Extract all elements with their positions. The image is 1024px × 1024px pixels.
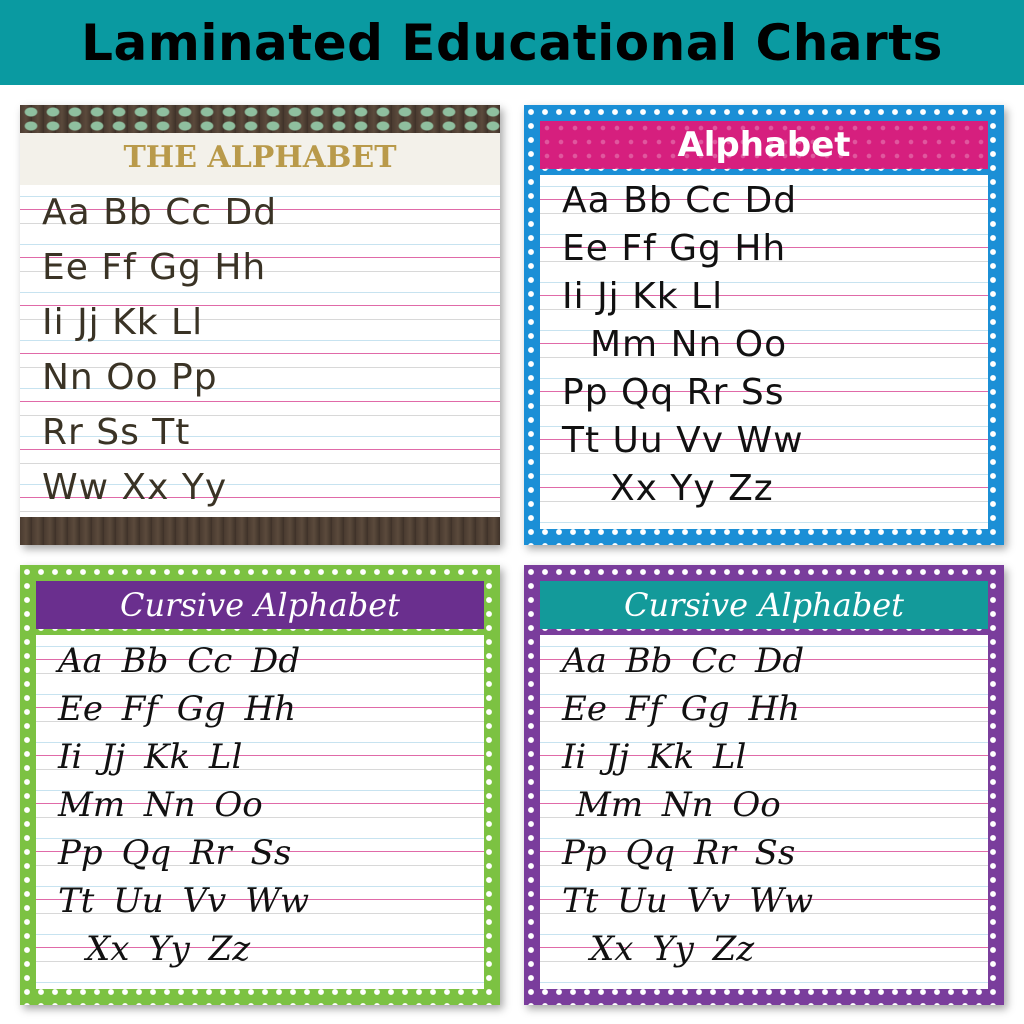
letter-row: Tt Uu Vv Ww: [562, 881, 814, 921]
poster-header: Alphabet: [540, 121, 988, 169]
poster-title: THE ALPHABET: [123, 140, 397, 175]
letter-row: Mm Nn Oo: [590, 324, 788, 365]
poster-header: Cursive Alphabet: [36, 581, 484, 629]
letter-row: Mm Nn Oo: [58, 785, 263, 825]
poster-title: Cursive Alphabet: [119, 586, 401, 624]
letter-row: Pp Qq Rr Ss: [58, 833, 292, 873]
letter-row: Tt Uu Vv Ww: [58, 881, 310, 921]
poster-alphabet-blue: Alphabet Aa Bb Cc Dd Ee Ff Gg Hh Ii Jj K…: [524, 105, 1004, 545]
title-banner: Laminated Educational Charts: [0, 0, 1024, 85]
eucalyptus-leaves-top: [20, 105, 500, 133]
poster-cursive-green: Cursive Alphabet Aa Bb Cc Dd Ee Ff Gg Hh…: [20, 565, 500, 1005]
letter-row: Pp Qq Rr Ss: [562, 833, 796, 873]
letter-row: Nn Oo Pp: [42, 357, 218, 398]
poster-title: Cursive Alphabet: [623, 586, 905, 624]
letter-row: Mm Nn Oo: [576, 785, 781, 825]
letter-row: Ee Ff Gg Hh: [42, 247, 267, 288]
letter-row: Rr Ss Tt: [42, 412, 191, 453]
letter-row: Xx Yy Zz: [86, 929, 251, 969]
letter-row: Aa Bb Cc Dd: [42, 192, 278, 233]
letter-row: Pp Qq Rr Ss: [562, 372, 785, 413]
banner-title: Laminated Educational Charts: [81, 13, 943, 72]
poster-the-alphabet: THE ALPHABET Aa Bb Cc Dd Ee Ff Gg Hh Ii …: [20, 105, 500, 545]
poster-cursive-purple: Cursive Alphabet Aa Bb Cc Dd Ee Ff Gg Hh…: [524, 565, 1004, 1005]
letter-row: Ee Ff Gg Hh: [58, 689, 297, 729]
letter-row: Tt Uu Vv Ww: [562, 420, 804, 461]
letter-row: Xx Yy Zz: [590, 929, 755, 969]
letter-row: Ii Jj Kk Ll: [562, 737, 747, 777]
letter-row: Ee Ff Gg Hh: [562, 228, 787, 269]
wood-bottom-border: [20, 517, 500, 545]
letter-row: Aa Bb Cc Dd: [562, 180, 798, 221]
letter-row: Ii Jj Kk Ll: [42, 302, 204, 343]
poster-header: Cursive Alphabet: [540, 581, 988, 629]
letter-row: Ii Jj Kk Ll: [562, 276, 724, 317]
letter-row: Aa Bb Cc Dd: [562, 641, 805, 681]
letter-row: Xx Yy Zz: [610, 468, 774, 509]
letter-row: Ee Ff Gg Hh: [562, 689, 801, 729]
poster-title: Alphabet: [677, 125, 851, 165]
letter-row: Ww Xx Yy: [42, 467, 228, 508]
letter-row: Aa Bb Cc Dd: [58, 641, 301, 681]
letter-row: Ii Jj Kk Ll: [58, 737, 243, 777]
